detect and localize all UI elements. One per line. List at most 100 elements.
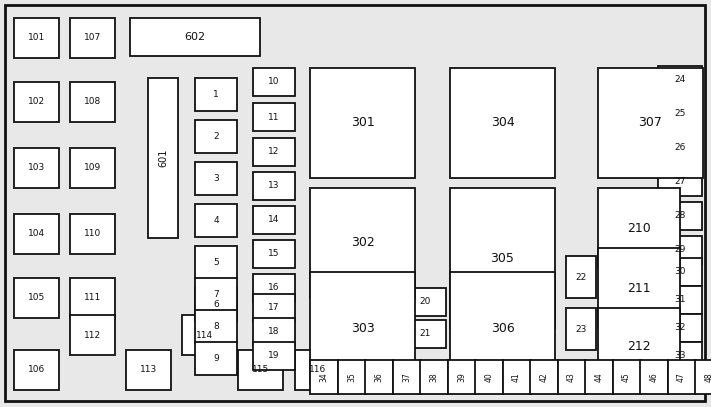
- Bar: [253, 274, 295, 302]
- Text: 31: 31: [674, 295, 685, 304]
- Bar: [612, 360, 641, 394]
- Text: 21: 21: [419, 330, 431, 339]
- Text: 40: 40: [484, 372, 493, 382]
- Bar: [530, 360, 558, 394]
- Bar: [14, 278, 59, 318]
- Bar: [70, 278, 115, 318]
- Bar: [598, 308, 680, 384]
- Text: 111: 111: [84, 293, 101, 302]
- Bar: [253, 206, 295, 234]
- Bar: [310, 68, 415, 178]
- Text: 306: 306: [491, 322, 514, 335]
- Text: 112: 112: [84, 330, 101, 339]
- Text: 102: 102: [28, 98, 45, 107]
- Bar: [658, 258, 702, 286]
- Bar: [658, 286, 702, 314]
- Text: 210: 210: [627, 221, 651, 234]
- Text: 305: 305: [491, 252, 515, 265]
- Text: 105: 105: [28, 293, 45, 302]
- Text: 5: 5: [213, 258, 219, 267]
- Bar: [404, 320, 446, 348]
- Text: 18: 18: [268, 328, 279, 337]
- Bar: [392, 360, 420, 394]
- Bar: [658, 342, 702, 370]
- Text: 12: 12: [268, 147, 279, 157]
- Text: 107: 107: [84, 33, 101, 42]
- Bar: [338, 360, 365, 394]
- Text: 1: 1: [213, 90, 219, 99]
- Text: 35: 35: [347, 372, 356, 382]
- Bar: [195, 246, 237, 279]
- Bar: [450, 188, 555, 328]
- Bar: [253, 172, 295, 200]
- Text: 301: 301: [351, 116, 375, 129]
- Text: 101: 101: [28, 33, 45, 42]
- Bar: [295, 350, 340, 390]
- Text: 303: 303: [351, 322, 375, 335]
- Text: 43: 43: [567, 372, 576, 382]
- Text: 11: 11: [268, 112, 279, 122]
- Bar: [447, 360, 476, 394]
- Bar: [598, 68, 703, 178]
- Text: 47: 47: [677, 372, 686, 382]
- Bar: [566, 308, 596, 350]
- Bar: [585, 360, 613, 394]
- Bar: [70, 148, 115, 188]
- Bar: [195, 162, 237, 195]
- Bar: [365, 360, 393, 394]
- Bar: [475, 360, 503, 394]
- Text: 42: 42: [540, 372, 548, 382]
- Text: 307: 307: [638, 116, 663, 129]
- Bar: [658, 168, 702, 196]
- Text: 103: 103: [28, 164, 45, 173]
- Text: 33: 33: [674, 352, 685, 361]
- Text: 45: 45: [622, 372, 631, 382]
- Text: 212: 212: [627, 339, 651, 352]
- Bar: [14, 350, 59, 390]
- Text: 113: 113: [140, 365, 157, 374]
- Text: 108: 108: [84, 98, 101, 107]
- Text: 41: 41: [512, 372, 521, 382]
- Bar: [14, 214, 59, 254]
- Text: 44: 44: [594, 372, 604, 382]
- Bar: [658, 66, 702, 94]
- Bar: [253, 103, 295, 131]
- Bar: [14, 18, 59, 58]
- Bar: [640, 360, 668, 394]
- Text: 22: 22: [575, 273, 587, 282]
- Bar: [557, 360, 585, 394]
- Bar: [130, 18, 260, 56]
- Text: 302: 302: [351, 236, 375, 249]
- Text: 114: 114: [196, 330, 213, 339]
- Bar: [658, 202, 702, 230]
- Bar: [658, 100, 702, 128]
- Text: 9: 9: [213, 354, 219, 363]
- Text: 8: 8: [213, 322, 219, 331]
- Bar: [14, 82, 59, 122]
- Bar: [668, 360, 695, 394]
- Bar: [253, 318, 295, 346]
- Text: 7: 7: [213, 290, 219, 299]
- Bar: [658, 314, 702, 342]
- Text: 28: 28: [674, 212, 685, 221]
- Text: 601: 601: [158, 149, 168, 167]
- Bar: [126, 350, 171, 390]
- Bar: [182, 315, 227, 355]
- Bar: [253, 138, 295, 166]
- Bar: [310, 272, 415, 384]
- Bar: [253, 294, 295, 322]
- Text: 48: 48: [705, 372, 711, 382]
- Text: 116: 116: [309, 365, 326, 374]
- Bar: [503, 360, 530, 394]
- Bar: [195, 310, 237, 343]
- Text: 39: 39: [457, 372, 466, 382]
- Text: 17: 17: [268, 304, 279, 313]
- Text: 3: 3: [213, 174, 219, 183]
- Text: 13: 13: [268, 182, 279, 190]
- Text: 2: 2: [213, 132, 219, 141]
- Bar: [148, 78, 178, 238]
- Bar: [70, 18, 115, 58]
- Text: 24: 24: [674, 76, 685, 85]
- Bar: [195, 342, 237, 375]
- Bar: [195, 288, 237, 321]
